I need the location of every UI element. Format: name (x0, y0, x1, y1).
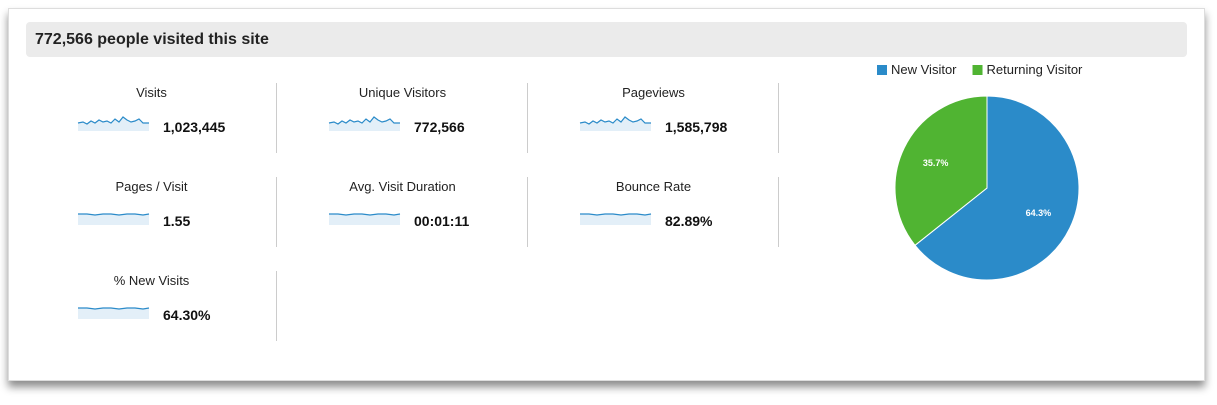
sparkline-area (329, 214, 400, 225)
metric-value: 1,023,445 (163, 119, 226, 135)
sparkline (580, 213, 652, 225)
metric-label: Unique Visitors (358, 85, 447, 100)
sparkline-area (329, 117, 400, 131)
sparkline-line (580, 213, 652, 216)
metric-label: Pageviews (622, 85, 685, 100)
metric: Avg. Visit Duration 00:01:11 (277, 177, 528, 247)
metric-value: 772,566 (414, 119, 465, 135)
sparkline-area (78, 214, 149, 225)
metric: % New Visits 64.30% (26, 271, 277, 341)
metric: Bounce Rate 82.89% (528, 177, 779, 247)
sparkline (78, 213, 150, 225)
sparkline-area (78, 308, 149, 319)
header: 772,566 people visited this site (26, 22, 1187, 57)
metric-value: 1,585,798 (665, 119, 728, 135)
sparkline-line (78, 307, 150, 310)
sparkline (579, 116, 651, 131)
divider (276, 271, 277, 341)
divider (527, 83, 528, 153)
metric-label: Pages / Visit (115, 179, 188, 194)
sparkline-line (329, 213, 401, 216)
metric-label: Bounce Rate (615, 179, 692, 194)
metric-value: 82.89% (665, 213, 713, 229)
sparkline-area (580, 117, 651, 131)
slice-label: 64.3% (1026, 208, 1052, 218)
sparkline-line (78, 213, 150, 216)
sparkline (328, 116, 400, 131)
metric-label: % New Visits (113, 273, 190, 288)
divider (527, 177, 528, 247)
pie-chart: New Visitor Returning Visitor 64.3% 35.7% (877, 62, 1084, 281)
legend-label: New Visitor (891, 62, 957, 77)
sparkline (78, 307, 150, 319)
slice-label: 35.7% (923, 158, 949, 168)
divider (276, 83, 277, 153)
sparkline-area (580, 214, 651, 225)
metric-label: Avg. Visit Duration (349, 179, 456, 194)
legend-swatch (877, 65, 887, 75)
pie-slice (894, 95, 988, 246)
sparkline (329, 213, 401, 225)
legend-swatch (972, 65, 983, 75)
header-title: 772,566 people visited this site (35, 31, 269, 48)
metric-value: 1.55 (163, 213, 191, 229)
metric: Pages / Visit 1.55 (26, 177, 277, 247)
sparkline-line (77, 116, 149, 125)
metric-label: Visits (136, 85, 167, 100)
metric-value: 00:01:11 (414, 213, 470, 229)
sparkline-line (328, 116, 400, 125)
pie-slice (914, 95, 1080, 281)
divider (778, 177, 779, 247)
metric: Pageviews 1,585,798 (528, 83, 779, 153)
legend-label: Returning Visitor (987, 62, 1084, 77)
sparkline-line (579, 116, 651, 125)
metric: Visits 1,023,445 (26, 83, 277, 153)
metric: Unique Visitors 772,566 (277, 83, 528, 153)
divider (276, 177, 277, 247)
sparkline (77, 116, 149, 131)
divider (778, 83, 779, 153)
sparkline-area (78, 117, 149, 131)
metric-value: 64.30% (163, 307, 211, 323)
